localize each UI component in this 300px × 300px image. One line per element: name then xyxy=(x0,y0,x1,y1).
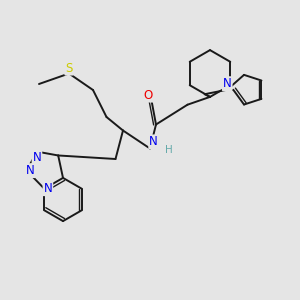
Text: H: H xyxy=(165,145,172,155)
Text: S: S xyxy=(65,61,73,75)
Text: N: N xyxy=(33,151,41,164)
Text: N: N xyxy=(26,164,35,177)
Text: N: N xyxy=(149,135,158,148)
Text: O: O xyxy=(144,88,153,102)
Text: N: N xyxy=(223,77,232,90)
Text: N: N xyxy=(44,182,52,195)
